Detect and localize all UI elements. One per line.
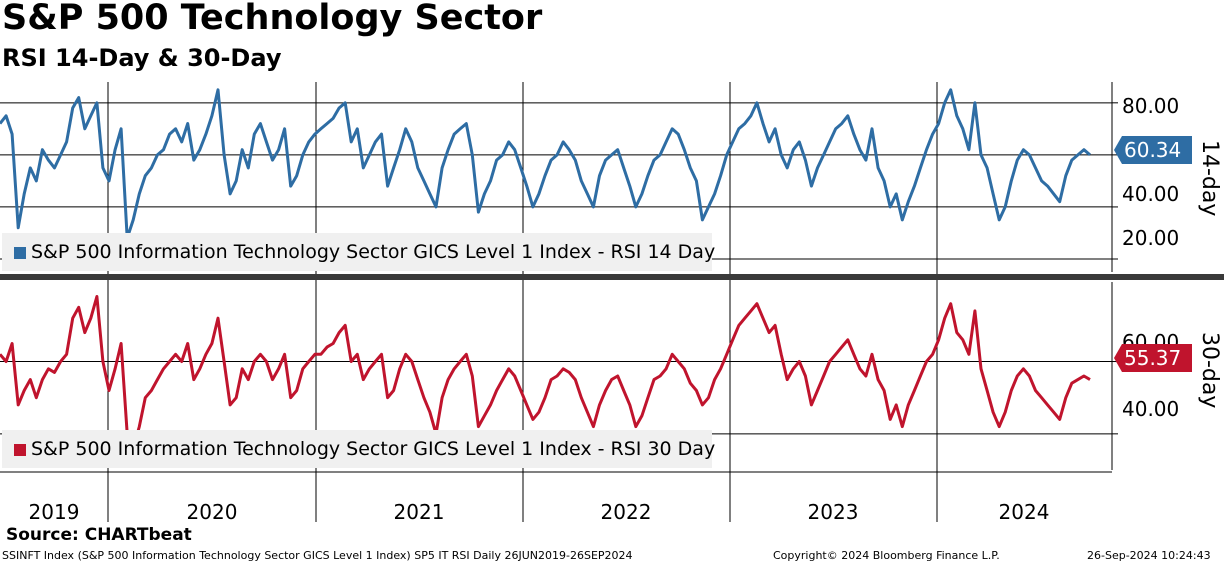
- rsi30-last-value: 55.37: [1124, 346, 1182, 370]
- rsi14-line: [0, 88, 1091, 240]
- rsi30-axis-label: 30-day: [1197, 332, 1222, 409]
- rsi14-last-value-tag: 60.34: [1114, 136, 1192, 164]
- year-label-2023: 2023: [807, 500, 859, 524]
- rsi30-legend[interactable]: S&P 500 Information Technology Sector GI…: [2, 430, 716, 468]
- rsi14-ytick-40: 40.00: [1122, 182, 1180, 206]
- chart-title: S&P 500 Technology Sector: [2, 0, 543, 38]
- rsi30-last-value-tag: 55.37: [1114, 344, 1192, 372]
- rsi30-legend-label: S&P 500 Information Technology Sector GI…: [31, 438, 716, 460]
- rsi14-legend[interactable]: S&P 500 Information Technology Sector GI…: [2, 233, 716, 271]
- rsi30-ytick-40: 40.00: [1122, 397, 1180, 421]
- rsi14-ytick-20: 20.00: [1122, 226, 1180, 250]
- year-label-2021: 2021: [393, 500, 445, 524]
- source-note: Source: CHARTbeat: [6, 525, 192, 545]
- rsi14-last-value: 60.34: [1124, 138, 1182, 162]
- year-label-2020: 2020: [186, 500, 238, 524]
- year-label-2024: 2024: [998, 500, 1050, 524]
- chart-subtitle: RSI 14-Day & 30-Day: [2, 44, 282, 72]
- rsi14-ytick-80: 80.00: [1122, 94, 1180, 118]
- panel-divider[interactable]: [0, 274, 1224, 280]
- footer-copyright: Copyright© 2024 Bloomberg Finance L.P.: [773, 549, 1000, 562]
- footer-ticker-info: SSINFT Index (S&P 500 Information Techno…: [2, 549, 633, 562]
- rsi30-line: [0, 295, 1091, 450]
- rsi30-legend-swatch: [14, 444, 26, 456]
- footer-timestamp: 26-Sep-2024 10:24:43: [1087, 549, 1211, 562]
- year-label-2022: 2022: [600, 500, 652, 524]
- year-label-2019: 2019: [28, 500, 80, 524]
- rsi14-axis-label: 14-day: [1197, 140, 1222, 217]
- rsi14-legend-swatch: [14, 247, 26, 259]
- rsi14-legend-label: S&P 500 Information Technology Sector GI…: [31, 241, 716, 263]
